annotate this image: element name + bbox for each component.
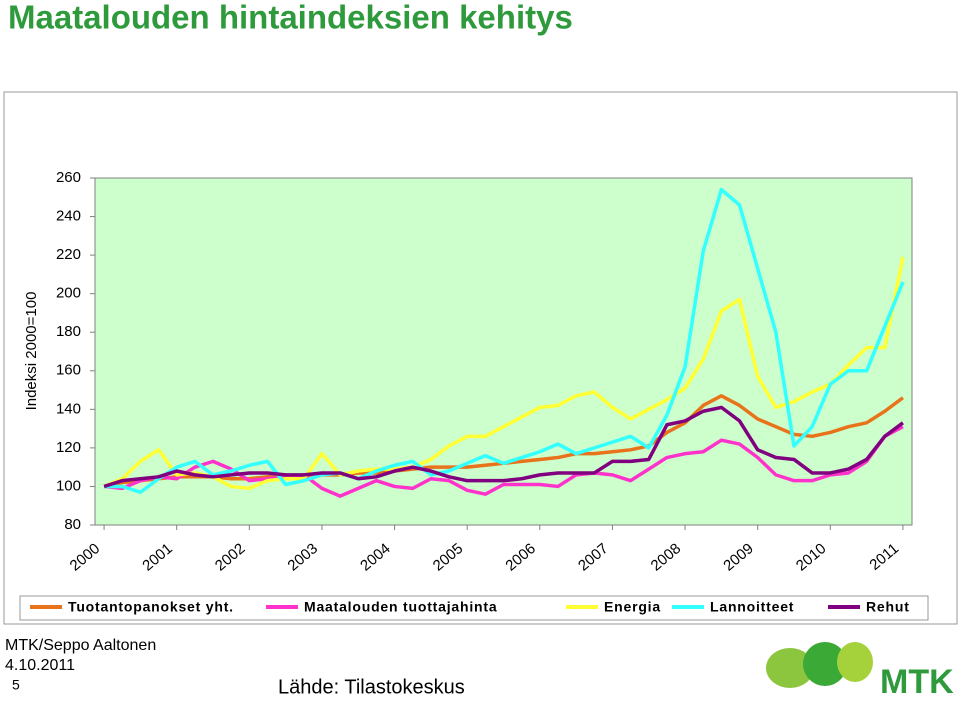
legend-label: Tuotantopanokset yht. bbox=[68, 599, 234, 615]
legend-label: Rehut bbox=[866, 599, 910, 615]
y-tick-label: 260 bbox=[56, 169, 81, 186]
y-tick-label: 140 bbox=[56, 400, 81, 417]
y-tick-label: 220 bbox=[56, 246, 81, 263]
series-line bbox=[104, 187, 905, 494]
series-line bbox=[103, 256, 905, 491]
logo-mark bbox=[766, 642, 873, 688]
series-line bbox=[103, 405, 904, 489]
logo-text: MTK bbox=[880, 663, 954, 701]
legend-label: Lannoitteet bbox=[710, 599, 794, 615]
y-tick-label: 200 bbox=[56, 285, 81, 302]
footer-date: 4.10.2011 bbox=[5, 657, 75, 674]
y-tick-label: 120 bbox=[56, 439, 81, 456]
y-tick-label: 80 bbox=[64, 516, 81, 533]
legend-label: Energia bbox=[604, 599, 661, 615]
plot-area bbox=[94, 177, 913, 526]
slide-title: Maatalouden hintaindeksien kehitys bbox=[8, 0, 573, 36]
footer-author: MTK/Seppo Aaltonen bbox=[5, 637, 156, 654]
y-tick-label: 100 bbox=[56, 477, 81, 494]
legend-label: Maatalouden tuottajahinta bbox=[304, 599, 497, 615]
y-tick-label: 160 bbox=[56, 362, 81, 379]
footer-source: Lähde: Tilastokeskus bbox=[278, 676, 465, 698]
y-tick-label: 180 bbox=[56, 323, 81, 340]
y-tick-label: 240 bbox=[56, 208, 81, 225]
y-axis-label: Indeksi 2000=100 bbox=[23, 292, 40, 411]
footer-page: 5 bbox=[12, 677, 20, 693]
legend-box bbox=[19, 595, 929, 621]
